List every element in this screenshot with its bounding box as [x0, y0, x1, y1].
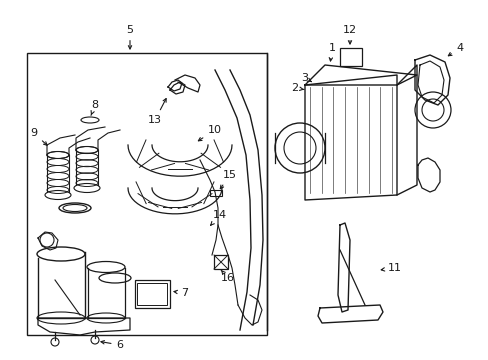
Text: 12: 12	[342, 25, 356, 44]
Text: 11: 11	[381, 263, 401, 273]
Ellipse shape	[37, 312, 85, 324]
Text: 10: 10	[198, 125, 222, 141]
Bar	[135, 280, 170, 308]
Text: 3: 3	[301, 73, 311, 83]
Bar	[214, 255, 227, 269]
Text: 14: 14	[210, 210, 226, 225]
Text: 2: 2	[291, 83, 304, 93]
Text: 16: 16	[221, 270, 235, 283]
Text: 5: 5	[126, 25, 133, 49]
Text: 15: 15	[220, 170, 237, 189]
Text: 8: 8	[91, 100, 99, 115]
Text: 7: 7	[174, 288, 188, 298]
Ellipse shape	[87, 313, 125, 323]
Text: 4: 4	[447, 43, 463, 56]
Text: 9: 9	[30, 128, 47, 145]
Text: 6: 6	[101, 340, 123, 350]
Bar	[209, 190, 222, 196]
Bar	[339, 48, 361, 66]
Text: 1: 1	[328, 43, 335, 61]
Bar	[137, 283, 167, 305]
Bar	[27, 53, 266, 335]
Text: 13: 13	[148, 99, 166, 125]
